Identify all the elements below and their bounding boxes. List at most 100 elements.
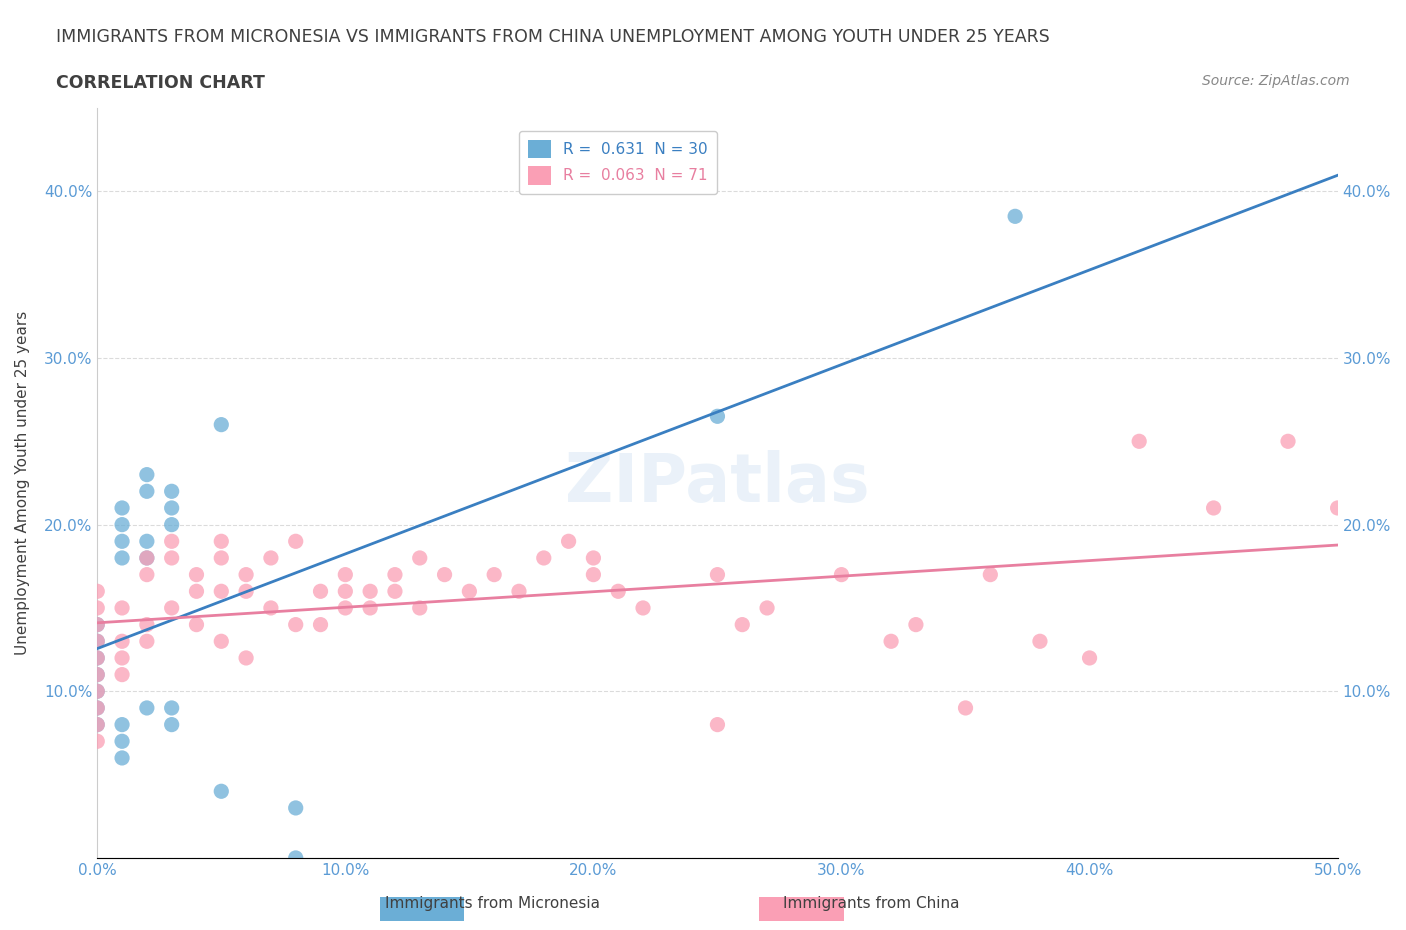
Point <box>1277 434 1299 449</box>
Point <box>1004 209 1026 224</box>
Point <box>209 584 232 599</box>
Point <box>209 634 232 649</box>
Point <box>111 517 134 532</box>
Point <box>111 650 134 665</box>
Point <box>111 601 134 616</box>
Point <box>706 717 728 732</box>
Point <box>1078 650 1101 665</box>
Point <box>706 409 728 424</box>
Point <box>86 717 108 732</box>
Point <box>186 618 208 632</box>
Point <box>880 634 903 649</box>
Point <box>955 700 977 715</box>
Point <box>284 534 307 549</box>
Legend: R =  0.631  N = 30, R =  0.063  N = 71: R = 0.631 N = 30, R = 0.063 N = 71 <box>519 130 717 193</box>
Point <box>111 734 134 749</box>
Point <box>86 734 108 749</box>
Point <box>904 618 927 632</box>
Text: CORRELATION CHART: CORRELATION CHART <box>56 74 266 92</box>
Point <box>160 534 183 549</box>
Point <box>111 534 134 549</box>
Point <box>260 551 283 565</box>
Point <box>86 667 108 682</box>
Text: Immigrants from Micronesia: Immigrants from Micronesia <box>385 897 599 911</box>
Point <box>86 650 108 665</box>
Point <box>160 551 183 565</box>
Point <box>135 700 157 715</box>
Point <box>135 618 157 632</box>
Text: IMMIGRANTS FROM MICRONESIA VS IMMIGRANTS FROM CHINA UNEMPLOYMENT AMONG YOUTH UND: IMMIGRANTS FROM MICRONESIA VS IMMIGRANTS… <box>56 28 1050 46</box>
Point <box>86 634 108 649</box>
Point <box>557 534 579 549</box>
Point <box>111 551 134 565</box>
Point <box>1128 434 1150 449</box>
Point <box>135 551 157 565</box>
Point <box>135 534 157 549</box>
Point <box>86 618 108 632</box>
Point <box>86 650 108 665</box>
Point <box>160 484 183 498</box>
Point <box>409 551 432 565</box>
Point <box>86 601 108 616</box>
Text: ZIPatlas: ZIPatlas <box>565 450 870 516</box>
Point <box>631 601 654 616</box>
Point <box>209 784 232 799</box>
Point <box>86 584 108 599</box>
Point <box>309 584 332 599</box>
Point <box>160 601 183 616</box>
Point <box>135 634 157 649</box>
Point <box>335 601 357 616</box>
Point <box>979 567 1001 582</box>
Point <box>756 601 779 616</box>
Point <box>284 801 307 816</box>
Point <box>186 567 208 582</box>
Point <box>384 584 406 599</box>
Point <box>533 551 555 565</box>
Point <box>86 700 108 715</box>
Point <box>335 567 357 582</box>
Point <box>209 551 232 565</box>
Point <box>111 717 134 732</box>
Point <box>86 700 108 715</box>
Point <box>830 567 852 582</box>
Text: Source: ZipAtlas.com: Source: ZipAtlas.com <box>1202 74 1350 88</box>
Point <box>235 567 257 582</box>
Point <box>135 567 157 582</box>
Point <box>508 584 530 599</box>
Point <box>209 418 232 432</box>
Point <box>335 584 357 599</box>
Point <box>86 634 108 649</box>
Point <box>160 500 183 515</box>
Point <box>135 484 157 498</box>
Point <box>111 634 134 649</box>
Text: Immigrants from China: Immigrants from China <box>783 897 960 911</box>
Point <box>111 751 134 765</box>
Point <box>160 700 183 715</box>
Point <box>235 650 257 665</box>
Point <box>582 567 605 582</box>
Point <box>731 618 754 632</box>
Point <box>235 584 257 599</box>
Point <box>1029 634 1052 649</box>
Point <box>284 618 307 632</box>
Point <box>284 851 307 866</box>
Point <box>86 684 108 698</box>
Point <box>135 551 157 565</box>
Point <box>359 601 381 616</box>
Point <box>86 717 108 732</box>
Point <box>409 601 432 616</box>
Point <box>86 667 108 682</box>
Point <box>384 567 406 582</box>
Point <box>706 567 728 582</box>
Point <box>607 584 630 599</box>
Point <box>111 500 134 515</box>
Point <box>1326 500 1348 515</box>
Point <box>86 684 108 698</box>
Point <box>111 667 134 682</box>
Point <box>309 618 332 632</box>
Point <box>209 534 232 549</box>
Point <box>458 584 481 599</box>
Point <box>186 584 208 599</box>
Point <box>160 717 183 732</box>
Point <box>433 567 456 582</box>
